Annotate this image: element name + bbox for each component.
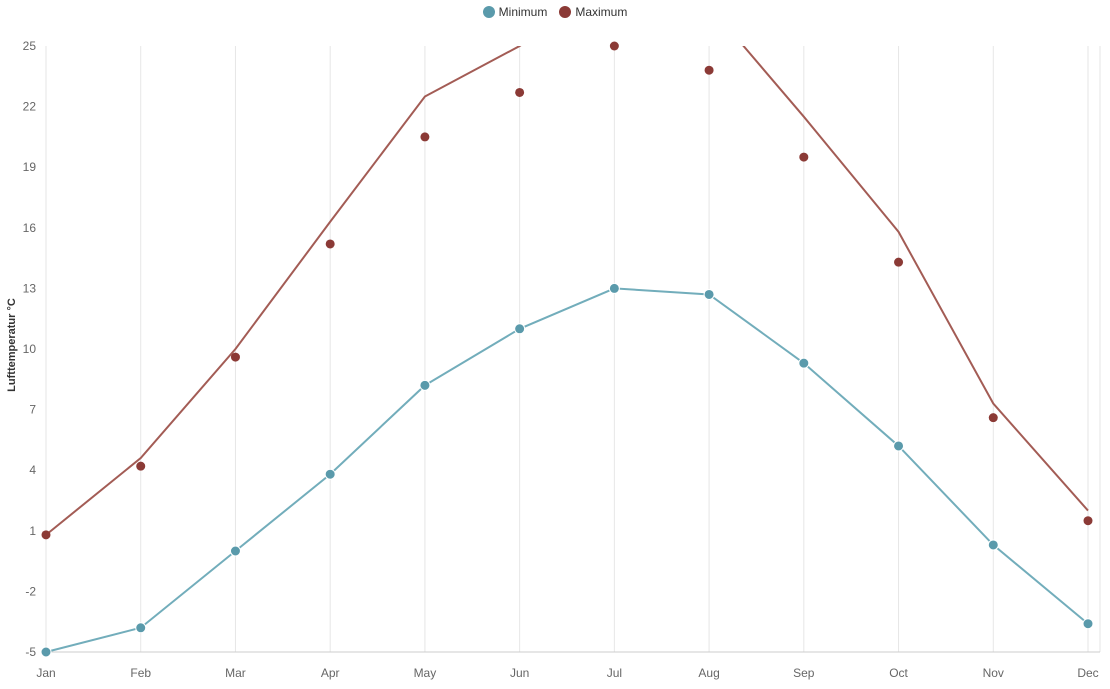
y-tick-label: 16 — [23, 221, 37, 235]
maximum-point-feb[interactable] — [136, 461, 146, 471]
maximum-point-jun[interactable] — [515, 87, 525, 97]
legend-item-minimum[interactable]: Minimum — [482, 5, 548, 19]
minimum-point-jan[interactable] — [40, 646, 52, 658]
minimum-point-oct[interactable] — [893, 440, 905, 452]
legend-minimum-label: Minimum — [498, 5, 548, 19]
maximum-point-nov[interactable] — [988, 413, 998, 423]
y-tick-label: 19 — [23, 160, 37, 174]
series-minimum — [45, 287, 1089, 653]
x-tick-label-nov: Nov — [983, 666, 1004, 680]
minimum-point-may[interactable] — [419, 379, 431, 391]
maximum-point-jan[interactable] — [41, 530, 51, 540]
maximum-point-mar[interactable] — [230, 352, 240, 362]
maximum-point-may[interactable] — [420, 132, 430, 142]
x-tick-label-feb: Feb — [130, 666, 151, 680]
minimum-point-jun[interactable] — [514, 323, 526, 335]
y-tick-label: 1 — [29, 524, 36, 538]
y-tick-label: 4 — [29, 463, 36, 477]
maximum-point-aug[interactable] — [704, 65, 714, 75]
y-tick-label: 25 — [23, 39, 37, 53]
legend: Minimum Maximum — [0, 5, 1110, 19]
y-tick-label: -5 — [25, 645, 36, 659]
minimum-point-apr[interactable] — [324, 468, 336, 480]
legend-maximum-marker — [559, 6, 572, 18]
minimum-point-nov[interactable] — [987, 539, 999, 551]
minimum-point-feb[interactable] — [135, 622, 147, 634]
maximum-point-apr[interactable] — [325, 239, 335, 249]
x-tick-label-dec: Dec — [1077, 666, 1098, 680]
legend-item-maximum[interactable]: Maximum — [559, 5, 627, 19]
x-tick-label-aug: Aug — [698, 666, 719, 680]
minimum-point-dec[interactable] — [1082, 618, 1094, 630]
y-tick-label: 13 — [23, 281, 37, 295]
minimum-point-mar[interactable] — [229, 545, 241, 557]
legend-maximum-label: Maximum — [575, 5, 628, 19]
x-tick-label-jan: Jan — [36, 666, 55, 680]
maximum-point-jul[interactable] — [609, 41, 619, 51]
legend-minimum-marker — [482, 6, 495, 18]
x-tick-label-may: May — [414, 666, 437, 680]
x-tick-label-jul: Jul — [607, 666, 622, 680]
y-tick-label: 22 — [23, 100, 37, 114]
series-maximum — [45, 46, 1089, 536]
maximum-point-sep[interactable] — [799, 152, 809, 162]
x-tick-label-apr: Apr — [321, 666, 340, 680]
maximum-point-oct[interactable] — [894, 257, 904, 267]
x-tick-label-sep: Sep — [793, 666, 815, 680]
y-tick-label: 7 — [29, 403, 36, 417]
minimum-point-aug[interactable] — [703, 288, 715, 300]
y-tick-label: 10 — [23, 342, 37, 356]
minimum-point-jul[interactable] — [608, 282, 620, 294]
y-tick-label: -2 — [25, 584, 36, 598]
minimum-point-sep[interactable] — [798, 357, 810, 369]
x-tick-label-jun: Jun — [510, 666, 529, 680]
x-tick-label-mar: Mar — [225, 666, 246, 680]
x-tick-label-oct: Oct — [889, 666, 908, 680]
maximum-line — [45, 46, 1089, 536]
maximum-point-dec[interactable] — [1083, 516, 1093, 526]
minimum-line — [45, 287, 1089, 653]
